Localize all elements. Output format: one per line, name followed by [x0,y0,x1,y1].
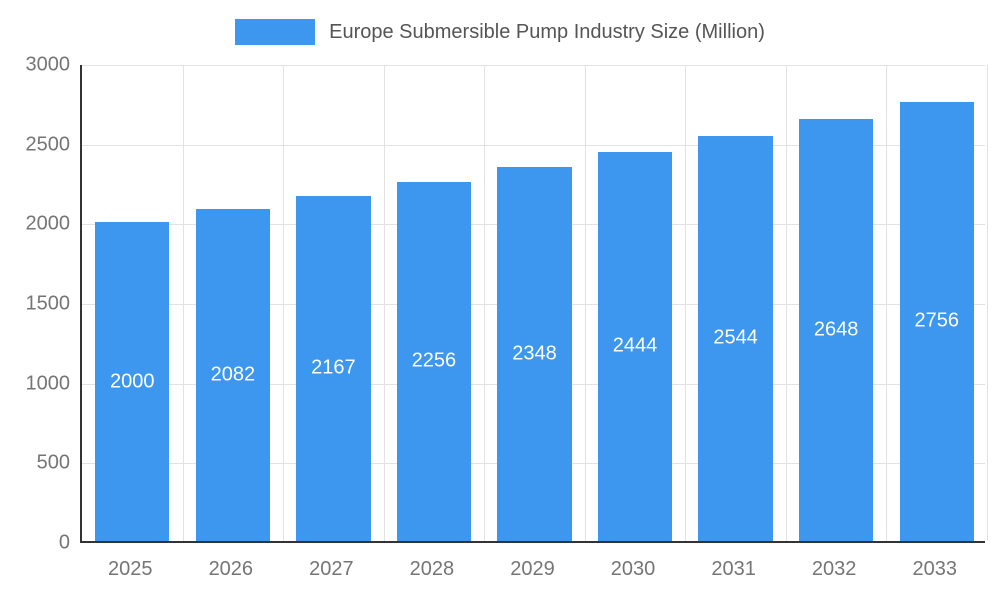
h-gridline [82,65,985,66]
bar-2032: 2648 [798,119,874,541]
bar-value-label: 2648 [813,318,859,341]
v-gridline [182,65,184,541]
legend: Europe Submersible Pump Industry Size (M… [0,16,1000,48]
bar-value-label: 2544 [713,326,758,349]
y-tick-label: 1500 [25,292,71,315]
x-tick-label: 2025 [108,558,153,580]
v-gridline [584,65,586,541]
h-gridline [82,144,985,146]
bar-2029: 2348 [497,166,572,541]
bar-2033: 2756 [899,101,974,541]
v-gridline [987,65,988,541]
bar-value-label: 2444 [612,334,658,357]
y-tick-label: 500 [36,451,70,474]
y-tick-label: 1000 [25,372,71,395]
bar-2025: 2000 [95,222,170,541]
legend-label: Europe Submersible Pump Industry Size (M… [329,20,765,43]
bar-value-label: 2256 [411,349,457,372]
x-tick-label: 2033 [912,558,957,580]
plot-area: 2000 2082 2167 2256 2348 2444 2544 2648 2756 [80,65,988,543]
legend-swatch [235,19,316,45]
v-gridline [383,65,385,541]
bar-2026: 2082 [195,209,271,541]
x-tick-label: 2026 [208,558,254,580]
v-gridline [283,65,285,541]
bar-value-label: 2756 [914,309,959,332]
bar-2027: 2167 [296,195,371,541]
v-gridline [785,65,787,541]
x-tick-label: 2028 [409,558,455,580]
y-tick-label: 0 [58,531,70,554]
x-tick-label: 2031 [711,558,756,580]
v-gridline [886,65,888,541]
x-tick-label: 2027 [309,558,354,580]
v-gridline [685,65,687,541]
y-tick-label: 3000 [25,53,71,76]
bar-value-label: 2167 [311,356,356,379]
bar-value-label: 2000 [110,370,155,393]
bar-2031: 2544 [698,135,773,541]
x-tick-label: 2030 [610,558,656,580]
bar-value-label: 2082 [210,363,256,386]
bar-2030: 2444 [597,151,673,541]
x-tick-label: 2029 [510,558,555,580]
bar-2028: 2256 [396,181,472,541]
x-tick-label: 2032 [811,558,857,580]
y-tick-label: 2500 [25,133,71,156]
bar-value-label: 2348 [512,342,557,365]
y-tick-label: 2000 [25,212,71,235]
v-gridline [484,65,486,541]
